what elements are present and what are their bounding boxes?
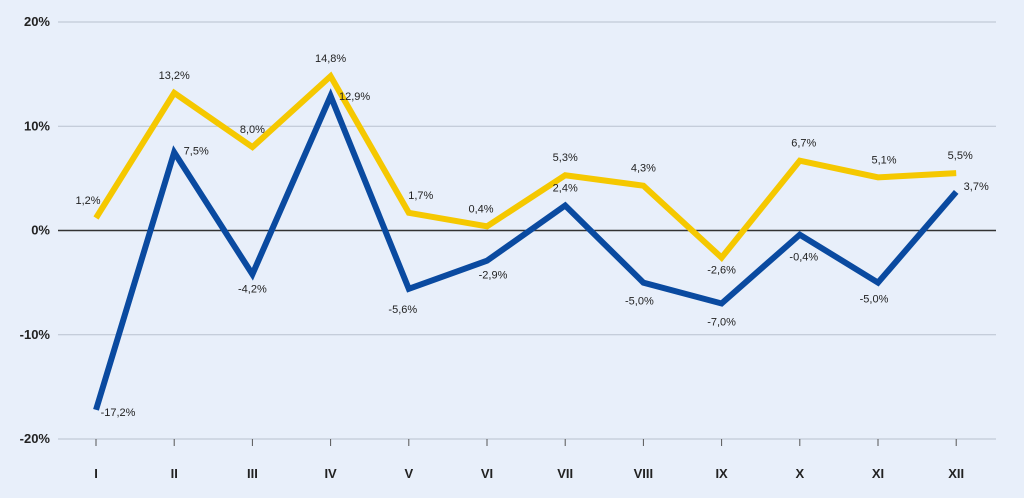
data-label: 6,7% — [791, 138, 816, 150]
x-tick-label: V — [404, 466, 413, 481]
y-tick-label: 0% — [31, 223, 50, 238]
y-tick-label: -10% — [20, 327, 51, 342]
data-label: 7,5% — [184, 145, 209, 157]
data-label: 5,3% — [553, 152, 578, 164]
data-label: -5,0% — [860, 294, 889, 306]
data-label: 12,9% — [339, 91, 370, 103]
data-label: -5,0% — [625, 296, 654, 308]
data-label: -5,6% — [388, 304, 417, 316]
data-label: -2,9% — [479, 270, 508, 282]
y-tick-label: -20% — [20, 431, 51, 446]
data-label: -0,4% — [789, 252, 818, 264]
data-label: 8,0% — [240, 124, 265, 136]
data-label: 4,3% — [631, 163, 656, 175]
x-tick-label: XII — [948, 466, 964, 481]
data-label: 5,5% — [948, 150, 973, 162]
data-label: 1,7% — [408, 190, 433, 202]
x-tick-label: IX — [715, 466, 728, 481]
x-tick-label: I — [94, 466, 98, 481]
x-tick-label: III — [247, 466, 258, 481]
x-tick-label: X — [795, 466, 804, 481]
data-label: -2,6% — [707, 265, 736, 277]
series-line-2 — [93, 88, 959, 411]
series-line-1 — [93, 71, 957, 262]
y-tick-label: 10% — [24, 118, 50, 133]
data-label: 14,8% — [315, 53, 346, 65]
data-label: -7,0% — [707, 316, 736, 328]
data-label: -4,2% — [238, 283, 267, 295]
x-tick-label: VIII — [634, 466, 654, 481]
data-label: 3,7% — [964, 181, 989, 193]
x-tick-label: VI — [481, 466, 493, 481]
data-label: 13,2% — [159, 70, 190, 82]
x-tick-label: II — [171, 466, 178, 481]
data-label: 5,1% — [871, 154, 896, 166]
data-label: 0,4% — [468, 203, 493, 215]
x-tick-label: VII — [557, 466, 573, 481]
data-label: -17,2% — [101, 407, 136, 419]
data-label: 1,2% — [75, 195, 100, 207]
x-tick-label: IV — [324, 466, 337, 481]
data-label: 2,4% — [553, 182, 578, 194]
y-tick-label: 20% — [24, 14, 50, 29]
x-tick-label: XI — [872, 466, 884, 481]
